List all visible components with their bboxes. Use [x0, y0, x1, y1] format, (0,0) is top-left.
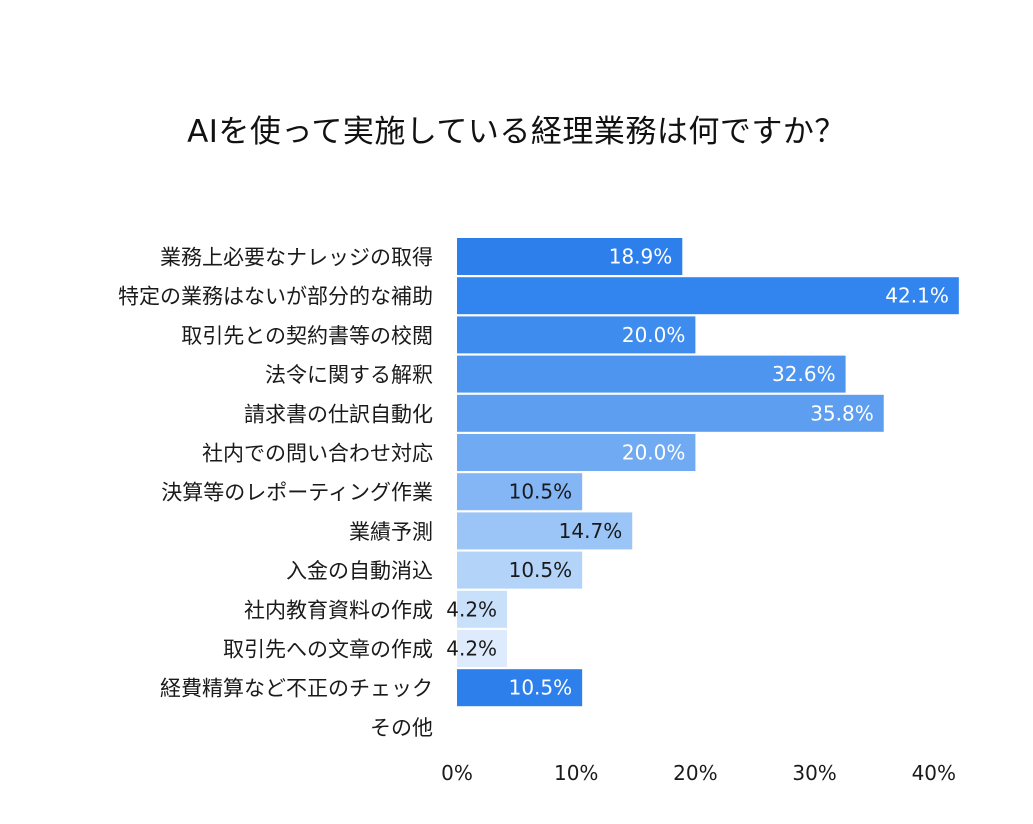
- x-tick-label: 10%: [554, 761, 598, 785]
- bar: [457, 669, 583, 707]
- data-label: 18.9%: [609, 245, 673, 269]
- x-tick-label: 40%: [912, 761, 956, 785]
- bar: [457, 473, 583, 511]
- category-label: 取引先との契約書等の校閲: [181, 324, 433, 348]
- data-label: 32.6%: [772, 362, 836, 386]
- bar: [457, 355, 846, 393]
- category-label: 業績予測: [349, 520, 433, 544]
- category-label: 業務上必要なナレッジの取得: [160, 246, 433, 270]
- chart-title: AIを使って実施している経理業務は何ですか？: [187, 114, 846, 150]
- bar: [457, 590, 508, 628]
- data-label: 10.5%: [509, 558, 573, 582]
- category-label: 取引先への文章の作成: [223, 638, 433, 662]
- data-label: 20.0%: [622, 441, 686, 465]
- category-label: 社内での問い合わせ対応: [202, 442, 433, 466]
- bar: [457, 277, 959, 315]
- category-label: その他: [370, 716, 433, 740]
- data-label: 10.5%: [509, 480, 573, 504]
- bar: [457, 551, 583, 589]
- data-label: 20.0%: [622, 323, 686, 347]
- x-tick-label: 30%: [792, 761, 836, 785]
- bar: [457, 394, 884, 432]
- data-label: 4.2%: [446, 637, 497, 661]
- category-label: 特定の業務はないが部分的な補助: [118, 285, 433, 309]
- bar: [457, 316, 696, 354]
- category-label: 経費精算など不正のチェック: [160, 677, 433, 701]
- bar: [457, 512, 633, 550]
- data-label: 10.5%: [509, 676, 573, 700]
- category-label: 請求書の仕訳自動化: [244, 402, 433, 426]
- data-label: 14.7%: [559, 519, 623, 543]
- data-label: 4.2%: [446, 597, 497, 621]
- category-label: 法令に関する解釈: [265, 363, 433, 387]
- data-label: 35.8%: [810, 401, 874, 425]
- category-label: 入金の自動消込: [286, 559, 433, 583]
- bar: [457, 238, 683, 275]
- data-label: 42.1%: [885, 284, 949, 308]
- x-tick-label: 0%: [441, 761, 473, 785]
- x-tick-label: 20%: [673, 761, 717, 785]
- bar: [457, 434, 696, 471]
- bar: [457, 630, 508, 667]
- category-label: 社内教育資料の作成: [244, 598, 433, 622]
- category-label: 決算等のレポーティング作業: [161, 481, 433, 505]
